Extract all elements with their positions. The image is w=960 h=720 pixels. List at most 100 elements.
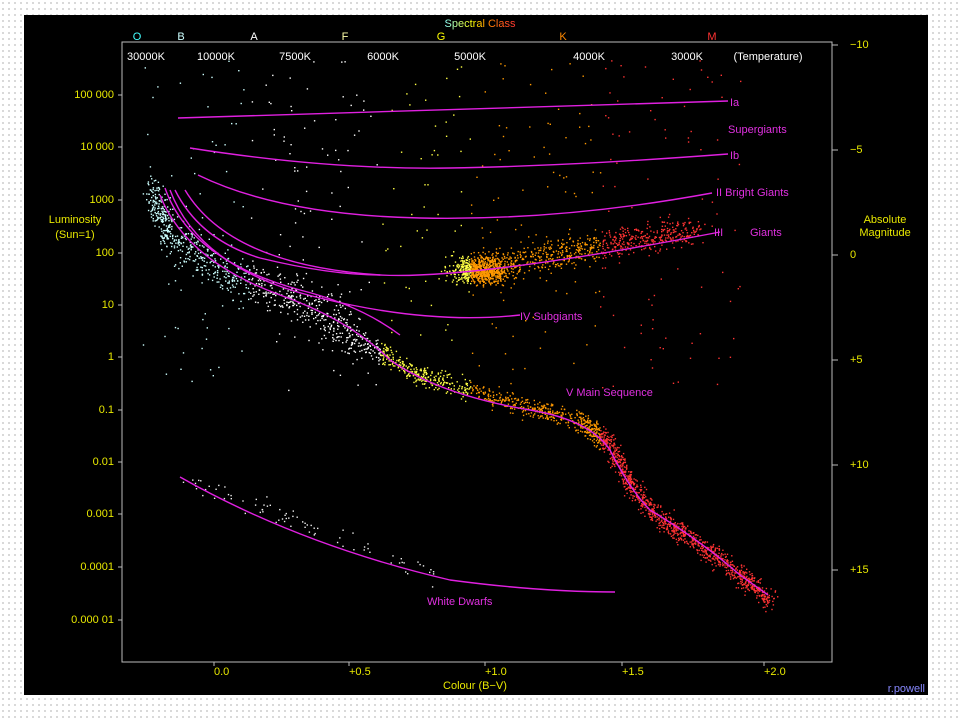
star [212,253,215,255]
star [180,237,183,239]
star [541,267,544,269]
star [316,307,319,310]
star [425,99,427,101]
star [232,286,234,288]
star [593,237,595,239]
star [675,529,678,531]
star [222,262,225,264]
star [148,201,150,203]
star [734,229,736,232]
bottom-tick-label: +1.5 [622,666,644,678]
label: II Bright Giants [716,187,789,199]
star [635,479,637,481]
star [598,448,601,451]
star [323,325,325,327]
star [739,285,741,288]
star [294,167,296,169]
star [423,367,426,370]
star [165,218,167,220]
star [518,270,520,272]
star [240,279,242,281]
star [684,533,687,535]
star [484,278,486,281]
star [491,259,493,261]
star [198,257,200,259]
star [721,558,723,560]
star [586,429,588,431]
star [510,267,513,270]
star [622,481,625,483]
star [512,262,515,265]
star [703,551,706,553]
star [483,281,485,283]
star [273,134,275,136]
star [473,256,476,258]
star [739,575,741,577]
star [504,257,506,259]
star [465,273,467,275]
star [491,282,493,284]
star [485,256,488,258]
star [578,246,580,248]
star [504,280,506,282]
star [207,254,209,256]
star [611,445,614,447]
star [672,222,674,224]
star [729,574,731,576]
star [759,579,761,581]
star [516,273,518,275]
star [515,266,517,268]
star [235,277,238,280]
star [429,571,431,574]
star [716,213,718,215]
star [594,429,597,431]
star [627,242,629,245]
star [198,479,200,482]
star [763,598,766,601]
star [661,234,663,236]
star [766,599,768,601]
star [155,215,158,217]
star [628,475,630,477]
star [581,423,584,425]
star [653,514,656,516]
star [584,243,586,246]
star [595,446,598,448]
star [662,241,664,243]
star [773,598,775,600]
star [571,244,573,247]
star [649,503,652,505]
star [606,244,609,246]
star [436,382,439,384]
star [387,356,390,358]
star [437,154,439,156]
star [410,300,412,302]
star [346,324,348,326]
star [483,264,486,267]
star [395,361,397,364]
star [559,252,562,254]
star [407,366,409,369]
star [165,235,167,238]
star [288,389,290,392]
star [215,144,217,146]
star [491,323,493,325]
star [612,445,615,447]
star [627,227,629,230]
star [483,270,485,272]
star [628,234,631,236]
star [761,591,764,593]
star [677,539,680,542]
star [674,526,677,529]
star [688,242,690,244]
star [565,176,568,178]
star [629,486,631,488]
star [342,325,345,327]
star [651,517,653,520]
star [702,242,704,244]
star [411,213,413,216]
star [385,249,387,252]
star [559,422,561,425]
star [762,606,764,609]
star [495,258,497,260]
